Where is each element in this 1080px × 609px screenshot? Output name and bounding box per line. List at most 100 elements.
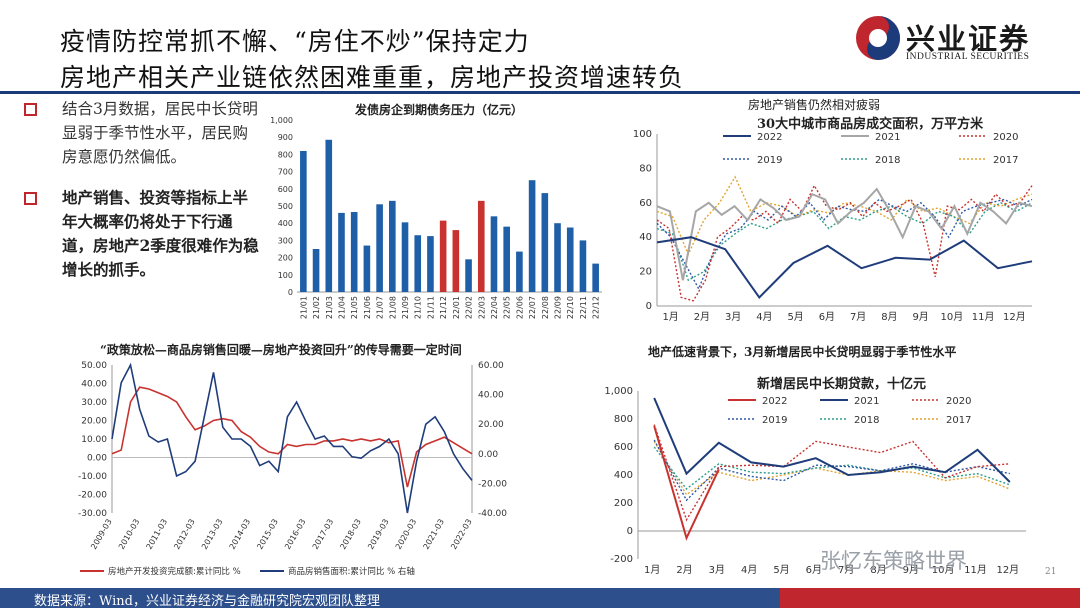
y-tick-label-left: 50.00	[81, 361, 107, 371]
bar	[312, 249, 320, 292]
y-tick-label: 20	[639, 267, 652, 278]
logo-text-en: INDUSTRIAL SECURITIES	[906, 52, 1030, 62]
x-tick-label: 21/09	[401, 296, 410, 319]
bar	[490, 216, 498, 292]
x-tick-label: 1月	[662, 311, 678, 323]
legend-label: 2020	[946, 396, 971, 407]
y-tick-label: 800	[614, 414, 633, 425]
series-line-2020	[656, 184, 1033, 302]
y-tick-label-right: -40.00	[478, 509, 507, 519]
series-line-2019	[653, 439, 1010, 502]
x-tick-label: 2009-03	[89, 518, 114, 551]
x-tick-label: 22/12	[592, 296, 601, 319]
x-tick-label: 4月	[756, 311, 772, 323]
y-tick-label: 100	[633, 129, 652, 140]
x-tick-label: 2018-03	[338, 518, 363, 551]
x-tick-label: 10月	[932, 564, 955, 576]
y-tick-label: 200	[614, 498, 633, 509]
series-line-2022	[656, 236, 1033, 299]
series-line-2017	[656, 175, 1033, 257]
y-tick-label: -200	[610, 554, 633, 565]
bar	[465, 259, 472, 292]
slide-title-line1: 疫情防控常抓不懈、“房住不炒”保持定力	[60, 27, 530, 56]
y-tick-label: 900	[278, 133, 293, 142]
bar	[439, 220, 447, 292]
x-tick-label: 22/10	[566, 296, 575, 319]
x-tick-label: 2019-03	[366, 518, 391, 551]
y-tick-label: 400	[614, 470, 633, 481]
investment-sales-dual-axis-chart: -30.00 -20.00 -10.00 0.00 10.00 20.00 30.00 40.…	[78, 361, 507, 577]
sales-chart-title: 30大中城市商品房成交面积，万平方米	[757, 117, 984, 132]
x-tick-label: 2月	[694, 311, 710, 323]
x-tick-label: 2012-03	[172, 518, 197, 551]
x-tick-label: 6月	[806, 564, 822, 576]
y-tick-label: 800	[278, 150, 293, 159]
y-tick-label-left: -10.00	[78, 472, 107, 482]
series-line	[111, 362, 473, 514]
y-tick-label: 80	[639, 163, 652, 174]
debt-pressure-bar-chart: 0 100 200 300 400 500 600 700 800 900 1,000 21/01 21…	[270, 116, 602, 319]
y-tick-label: 400	[278, 219, 293, 228]
logo-emblem-icon	[856, 16, 900, 60]
bar	[477, 200, 485, 292]
x-tick-label: 2022-03	[449, 518, 474, 551]
legend-label: 2017	[946, 415, 971, 426]
y-tick-label-right: 60.00	[478, 361, 504, 371]
bar-chart-title: 发债房企到期债务压力（亿元）	[355, 103, 524, 117]
bullet-square-icon	[24, 103, 37, 116]
x-tick-label: 21/08	[388, 296, 397, 319]
x-tick-label: 2011-03	[145, 518, 170, 551]
legend-label: 2021	[854, 396, 879, 407]
bar	[427, 236, 434, 292]
y-tick-label-left: 10.00	[81, 435, 107, 445]
bullet-square-icon	[24, 192, 37, 205]
legend-label: 2017	[993, 155, 1018, 166]
bar	[376, 204, 383, 292]
y-tick-label: 300	[278, 236, 293, 245]
x-tick-label: 3月	[725, 311, 741, 323]
x-tick-label: 2017-03	[311, 518, 336, 551]
bar	[338, 212, 345, 292]
bar	[592, 263, 599, 292]
legend-label: 2019	[762, 415, 787, 426]
sales-chart-subtitle: 房地产销售仍然相对疲弱	[748, 98, 881, 112]
x-tick-label: 21/05	[350, 296, 359, 319]
legend-label: 2018	[854, 415, 879, 426]
x-tick-label: 22/07	[528, 296, 537, 319]
legend-label: 2021	[875, 132, 900, 143]
legend-label: 2022	[757, 132, 782, 143]
x-tick-label: 22/06	[515, 296, 524, 319]
x-tick-label: 21/03	[325, 296, 334, 319]
x-tick-label: 22/04	[490, 296, 499, 319]
bullet-point-2: 地产销售、投资等指标上半年大概率仍将处于下行通道，房地产2季度很难作为稳增长的抓…	[24, 186, 259, 296]
x-tick-label: 9月	[912, 311, 928, 323]
y-tick-label: 700	[278, 168, 293, 177]
x-tick-label: 2010-03	[117, 518, 142, 551]
y-tick-label: 0	[627, 526, 633, 537]
x-tick-label: 21/01	[299, 296, 308, 319]
legend-label: 2018	[875, 155, 900, 166]
x-tick-label: 7月	[850, 311, 866, 323]
bar	[541, 193, 549, 292]
x-tick-label: 11月	[964, 564, 987, 576]
x-tick-label: 22/01	[452, 296, 461, 319]
y-tick-label: 0	[646, 301, 652, 312]
x-tick-label: 22/03	[477, 296, 486, 319]
bar	[579, 240, 587, 292]
x-tick-label: 21/12	[439, 296, 448, 319]
x-tick-label: 22/08	[541, 296, 550, 319]
legend-label: 2022	[762, 396, 787, 407]
y-tick-label: 1,000	[604, 386, 633, 397]
legend-label: 商品房销售面积:累计同比 % 右轴	[288, 566, 415, 577]
y-tick-label: 40	[639, 232, 652, 243]
brand-logo: 兴业证券 INDUSTRIAL SECURITIES	[854, 10, 1064, 66]
loans-chart-title: 新增居民中长期贷款，十亿元	[757, 377, 927, 392]
bar	[414, 235, 422, 292]
bar	[566, 227, 574, 292]
logo-text-cn: 兴业证券	[906, 22, 1031, 56]
series-line-2022	[653, 425, 720, 541]
loans-chart-subtitle: 地产低速背景下，3月新增居民中长贷明显弱于季节性水平	[648, 345, 957, 359]
bar	[300, 150, 307, 292]
household-loans-line-chart: -200 0 200 400 600 800 1,000 1月 2月 3月 4月 5月 6月 7月 8月 9月…	[604, 386, 1026, 576]
bar	[516, 251, 523, 292]
